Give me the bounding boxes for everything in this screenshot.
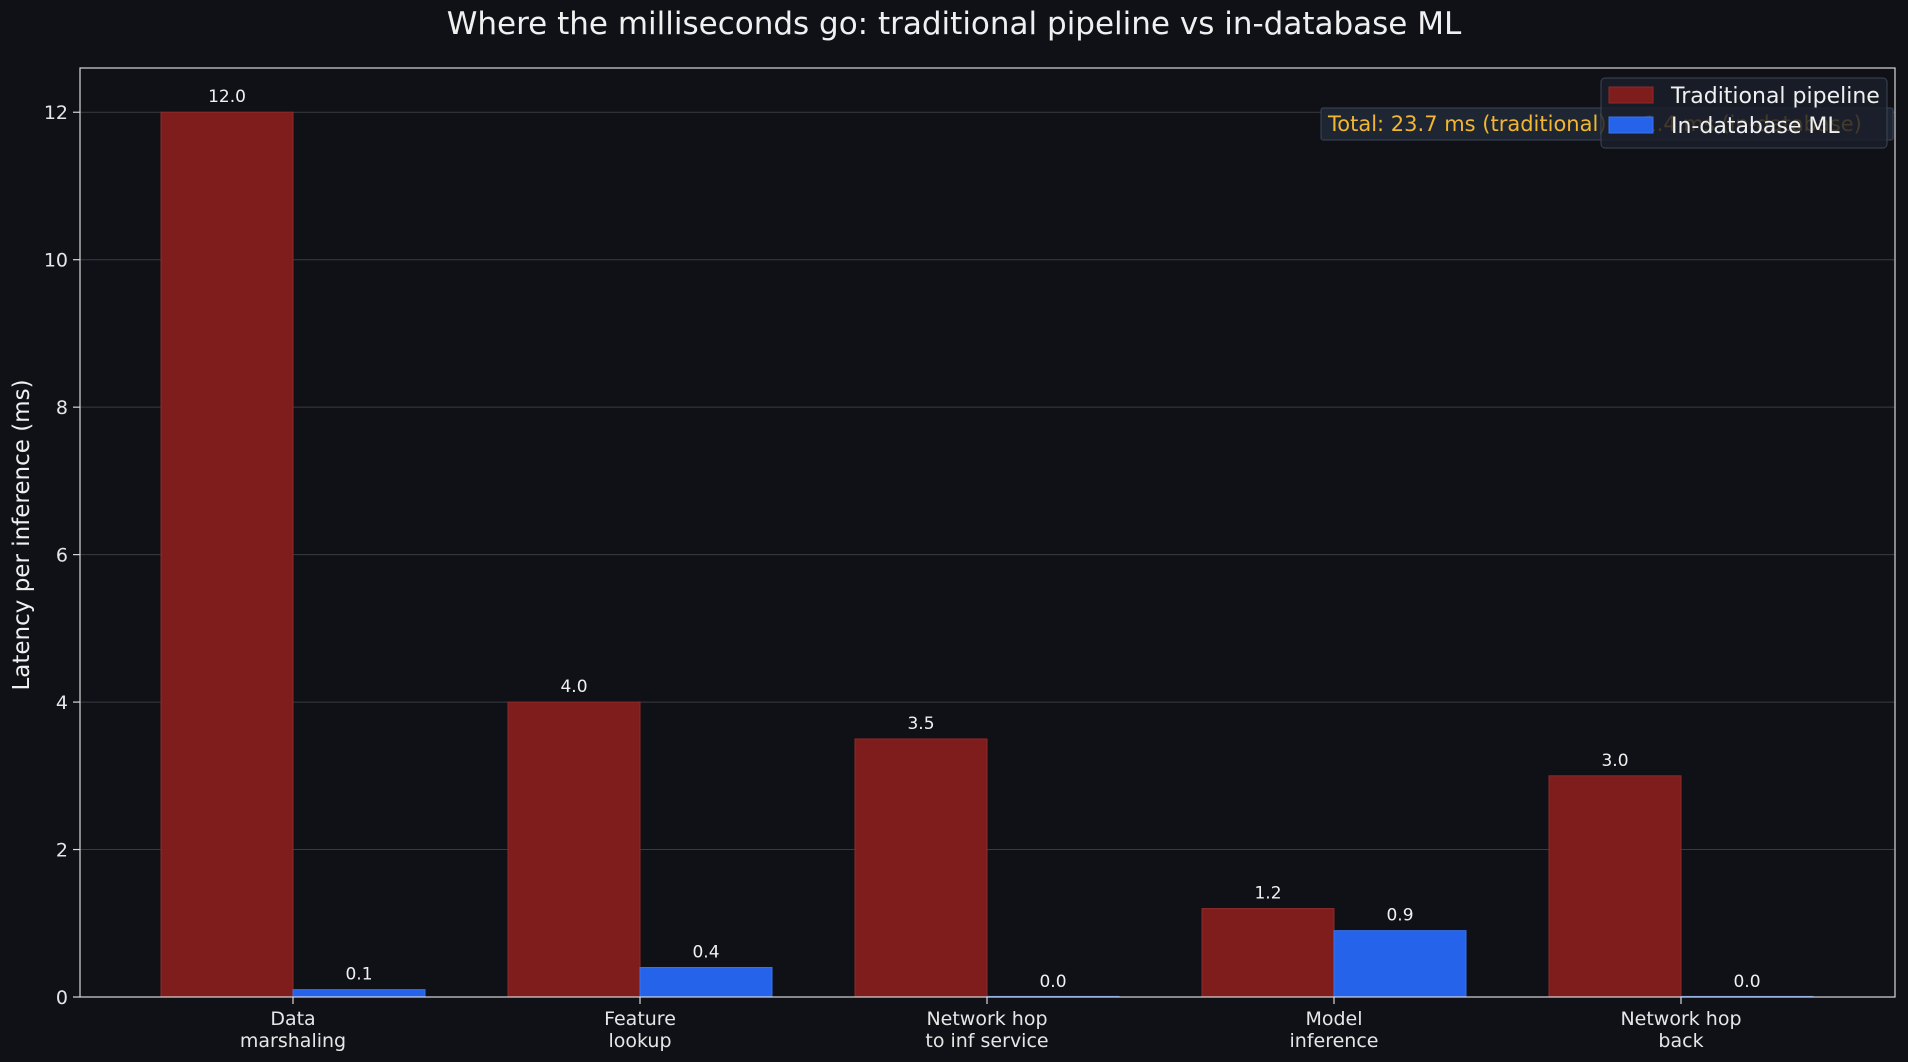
bar-traditional xyxy=(1201,908,1335,998)
data-label-traditional: 3.0 xyxy=(1601,751,1628,771)
data-label-in-database: 0.0 xyxy=(1733,972,1760,992)
x-tick-label: to inf service xyxy=(925,1030,1048,1052)
bars xyxy=(160,111,1814,998)
y-tick-label: 8 xyxy=(56,397,68,419)
y-tick-label: 12 xyxy=(44,102,68,124)
legend: Traditional pipeline In-database ML xyxy=(1600,77,1888,149)
bar-traditional xyxy=(507,701,641,998)
data-label-in-database: 0.4 xyxy=(692,943,719,963)
data-label-in-database: 0.1 xyxy=(345,965,372,985)
data-label-traditional: 3.5 xyxy=(907,714,934,734)
bar-traditional xyxy=(1548,775,1682,998)
data-label-in-database: 0.0 xyxy=(1039,972,1066,992)
bar-traditional xyxy=(160,111,294,998)
legend-swatch-traditional xyxy=(1608,86,1654,104)
y-tick-label: 4 xyxy=(56,692,68,714)
y-tick-label: 10 xyxy=(44,250,68,272)
x-tick-label: inference xyxy=(1290,1030,1379,1052)
bar-traditional xyxy=(854,738,988,998)
legend-label-in-database: In-database ML xyxy=(1671,114,1840,139)
data-label-traditional: 12.0 xyxy=(208,87,246,107)
data-label-in-database: 0.9 xyxy=(1386,906,1413,926)
bar-in-database xyxy=(292,989,426,998)
y-tick-label: 2 xyxy=(56,840,68,862)
bar-in-database xyxy=(639,967,773,998)
data-label-traditional: 4.0 xyxy=(560,677,587,697)
x-tick-label: lookup xyxy=(608,1030,671,1052)
bar-in-database xyxy=(1333,930,1467,998)
x-tick-label: marshaling xyxy=(240,1030,346,1052)
data-labels: 12.0 0.1 4.0 0.4 3.5 0.0 1.2 0.9 3.0 0.0 xyxy=(208,87,1760,992)
x-tick-label: back xyxy=(1658,1030,1703,1052)
x-tick-label: Network hop xyxy=(926,1008,1047,1030)
x-tick-label: Feature xyxy=(604,1008,676,1030)
legend-swatch-in-database xyxy=(1608,116,1654,134)
y-axis-label: Latency per inference (ms) xyxy=(9,379,35,690)
x-tick-label: Model xyxy=(1305,1008,1362,1030)
y-tick-label: 0 xyxy=(56,987,68,1009)
data-label-traditional: 1.2 xyxy=(1254,884,1281,904)
x-tick-label: Network hop xyxy=(1620,1008,1741,1030)
chart-title: Where the milliseconds go: traditional p… xyxy=(447,6,1462,42)
legend-box xyxy=(1600,77,1888,149)
y-tick-label: 6 xyxy=(56,545,68,567)
legend-label-traditional: Traditional pipeline xyxy=(1670,84,1880,109)
x-tick-label: Data xyxy=(270,1008,315,1030)
